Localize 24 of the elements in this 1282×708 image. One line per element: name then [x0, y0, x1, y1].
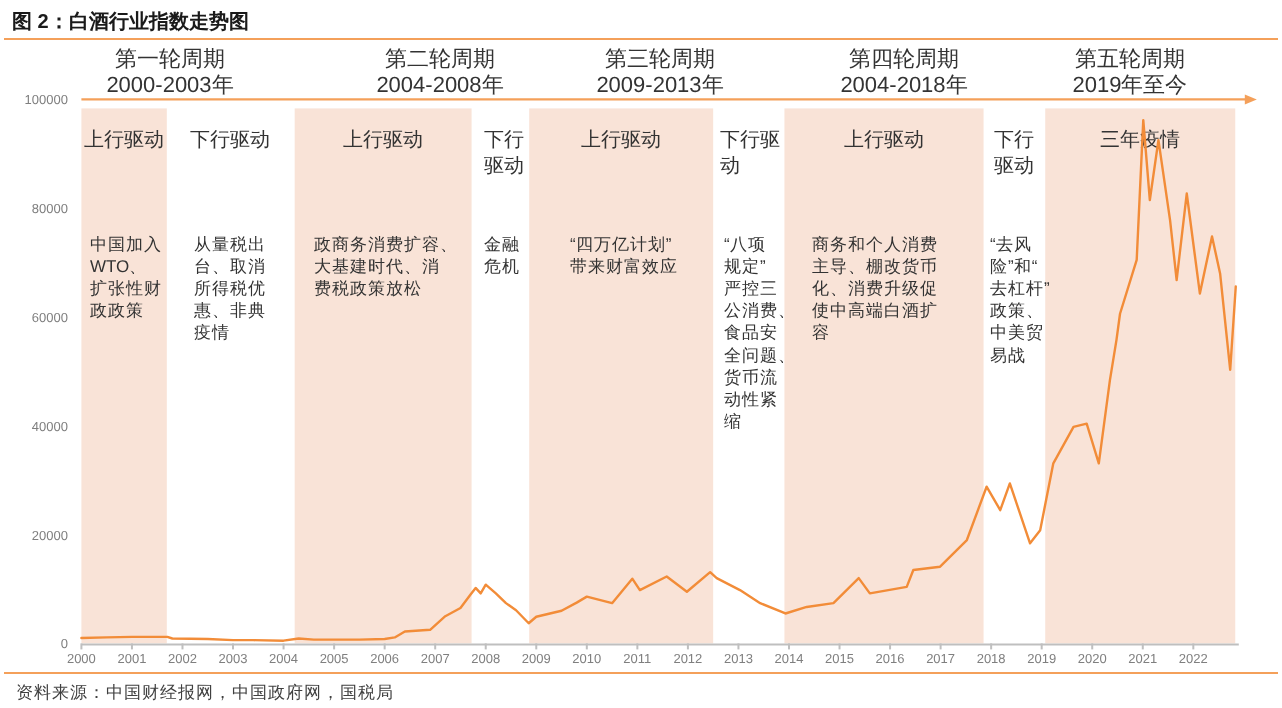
annotation: “八项规定”严控三公消费、食品安全问题、货币流动性紧缩	[724, 234, 796, 431]
annotation: 2004-2018年	[840, 74, 968, 98]
annotation: “去风险”和“去杠杆”政策、中美贸易战	[990, 234, 1050, 365]
annotation: 下行驱动	[190, 130, 270, 152]
annotation: 第一轮周期	[115, 48, 225, 72]
title: 图 2：白酒行业指数走势图	[12, 12, 249, 34]
annotation: 商务和个人消费主导、棚改货币化、消费升级促使中高端白酒扩容	[812, 234, 938, 343]
annotation: 下行驱动	[720, 130, 780, 178]
annotation: 2009-2013年	[596, 74, 724, 98]
annotation: 下行驱动	[994, 130, 1034, 178]
annotation: 第二轮周期	[385, 48, 495, 72]
annotation: 2004-2008年	[376, 74, 504, 98]
annotation: 下行驱动	[484, 130, 524, 178]
annotation: 金融危机	[484, 234, 520, 277]
annotation: 2019年至今	[1072, 74, 1188, 98]
annotation: 第五轮周期	[1075, 48, 1185, 72]
annotation: “四万亿计划”带来财富效应	[570, 234, 678, 277]
annotation: 第三轮周期	[605, 48, 715, 72]
annotation: 中国加入WTO、扩张性财政政策	[90, 234, 162, 321]
annotation: 第四轮周期	[849, 48, 959, 72]
annotation: 从量税出台、取消所得税优惠、非典疫情	[194, 234, 266, 343]
annotation: 政商务消费扩容、大基建时代、消费税政策放松	[314, 234, 458, 299]
annotation: 2000-2003年	[106, 74, 234, 98]
annotation: 资料来源：中国财经报网，中国政府网，国税局	[16, 682, 394, 702]
